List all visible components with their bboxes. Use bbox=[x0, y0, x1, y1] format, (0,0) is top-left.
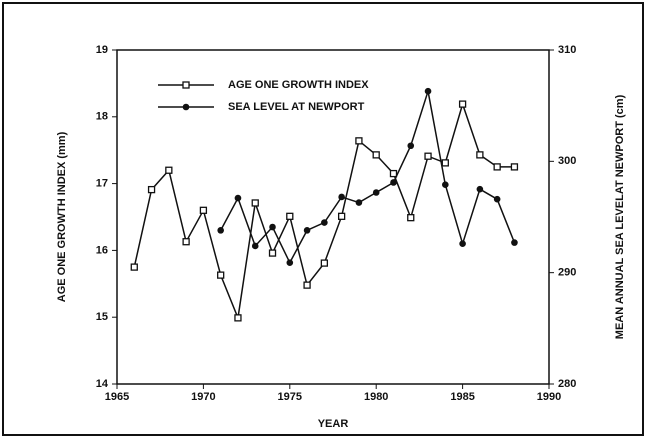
marker bbox=[268, 249, 277, 257]
marker bbox=[389, 169, 398, 178]
y-tick-label: 19 bbox=[96, 44, 108, 56]
marker bbox=[251, 242, 259, 250]
marker bbox=[234, 194, 242, 202]
marker bbox=[303, 281, 311, 289]
y2-tick-label: 290 bbox=[558, 267, 576, 279]
marker bbox=[476, 185, 484, 193]
y-tick-label: 17 bbox=[96, 178, 108, 190]
series-line bbox=[220, 90, 516, 265]
marker bbox=[286, 212, 294, 220]
legend-label: SEA LEVEL AT NEWPORT bbox=[228, 101, 365, 113]
marker bbox=[458, 100, 467, 108]
marker bbox=[130, 263, 138, 271]
marker bbox=[303, 227, 311, 234]
marker bbox=[355, 137, 363, 145]
marker bbox=[321, 219, 328, 226]
x-tick-label: 1975 bbox=[278, 391, 302, 403]
marker bbox=[424, 87, 432, 95]
marker bbox=[424, 152, 432, 160]
marker bbox=[476, 151, 484, 159]
y-tick-label: 16 bbox=[96, 244, 108, 256]
marker bbox=[390, 179, 397, 186]
x-tick-label: 1980 bbox=[364, 391, 388, 403]
marker bbox=[182, 238, 190, 246]
marker bbox=[199, 206, 208, 214]
x-tick-label: 1990 bbox=[537, 391, 561, 403]
y2-tick-label: 300 bbox=[558, 155, 576, 167]
marker bbox=[442, 181, 449, 189]
y2-axis-label: MEAN ANNUAL SEA LEVELAT NEWPORT (cm) bbox=[614, 94, 626, 339]
marker bbox=[407, 142, 415, 150]
series-line bbox=[133, 101, 515, 321]
x-axis-label: YEAR bbox=[318, 418, 349, 430]
marker bbox=[217, 227, 224, 234]
marker bbox=[337, 212, 346, 220]
marker bbox=[234, 314, 242, 322]
marker bbox=[493, 163, 501, 171]
marker bbox=[251, 199, 259, 207]
marker bbox=[320, 259, 329, 267]
marker bbox=[338, 193, 345, 201]
marker bbox=[407, 214, 415, 222]
y-axis-label: AGE ONE GROWTH INDEX (mm) bbox=[56, 131, 68, 302]
marker bbox=[493, 195, 501, 203]
marker bbox=[355, 199, 363, 206]
x-tick-label: 1985 bbox=[450, 391, 474, 403]
y-tick-label: 14 bbox=[96, 378, 109, 390]
marker bbox=[511, 239, 518, 246]
legend-label: AGE ONE GROWTH INDEX bbox=[228, 79, 369, 91]
y-tick-label: 18 bbox=[96, 111, 108, 123]
marker bbox=[269, 223, 276, 231]
marker bbox=[147, 185, 156, 194]
marker bbox=[217, 271, 225, 279]
legend-marker bbox=[182, 103, 190, 111]
marker bbox=[441, 159, 449, 167]
frame bbox=[2, 2, 644, 436]
marker bbox=[165, 166, 173, 174]
x-tick-label: 1970 bbox=[191, 391, 215, 403]
x-tick-label: 1965 bbox=[105, 391, 129, 403]
plot-frame bbox=[116, 49, 550, 385]
marker bbox=[372, 189, 380, 196]
marker bbox=[510, 163, 519, 171]
y2-tick-label: 310 bbox=[558, 44, 576, 56]
marker bbox=[459, 240, 466, 248]
y2-tick-label: 280 bbox=[558, 378, 576, 390]
y-tick-label: 15 bbox=[96, 311, 108, 323]
legend-marker bbox=[182, 81, 190, 89]
marker bbox=[372, 151, 380, 159]
marker bbox=[286, 259, 294, 266]
